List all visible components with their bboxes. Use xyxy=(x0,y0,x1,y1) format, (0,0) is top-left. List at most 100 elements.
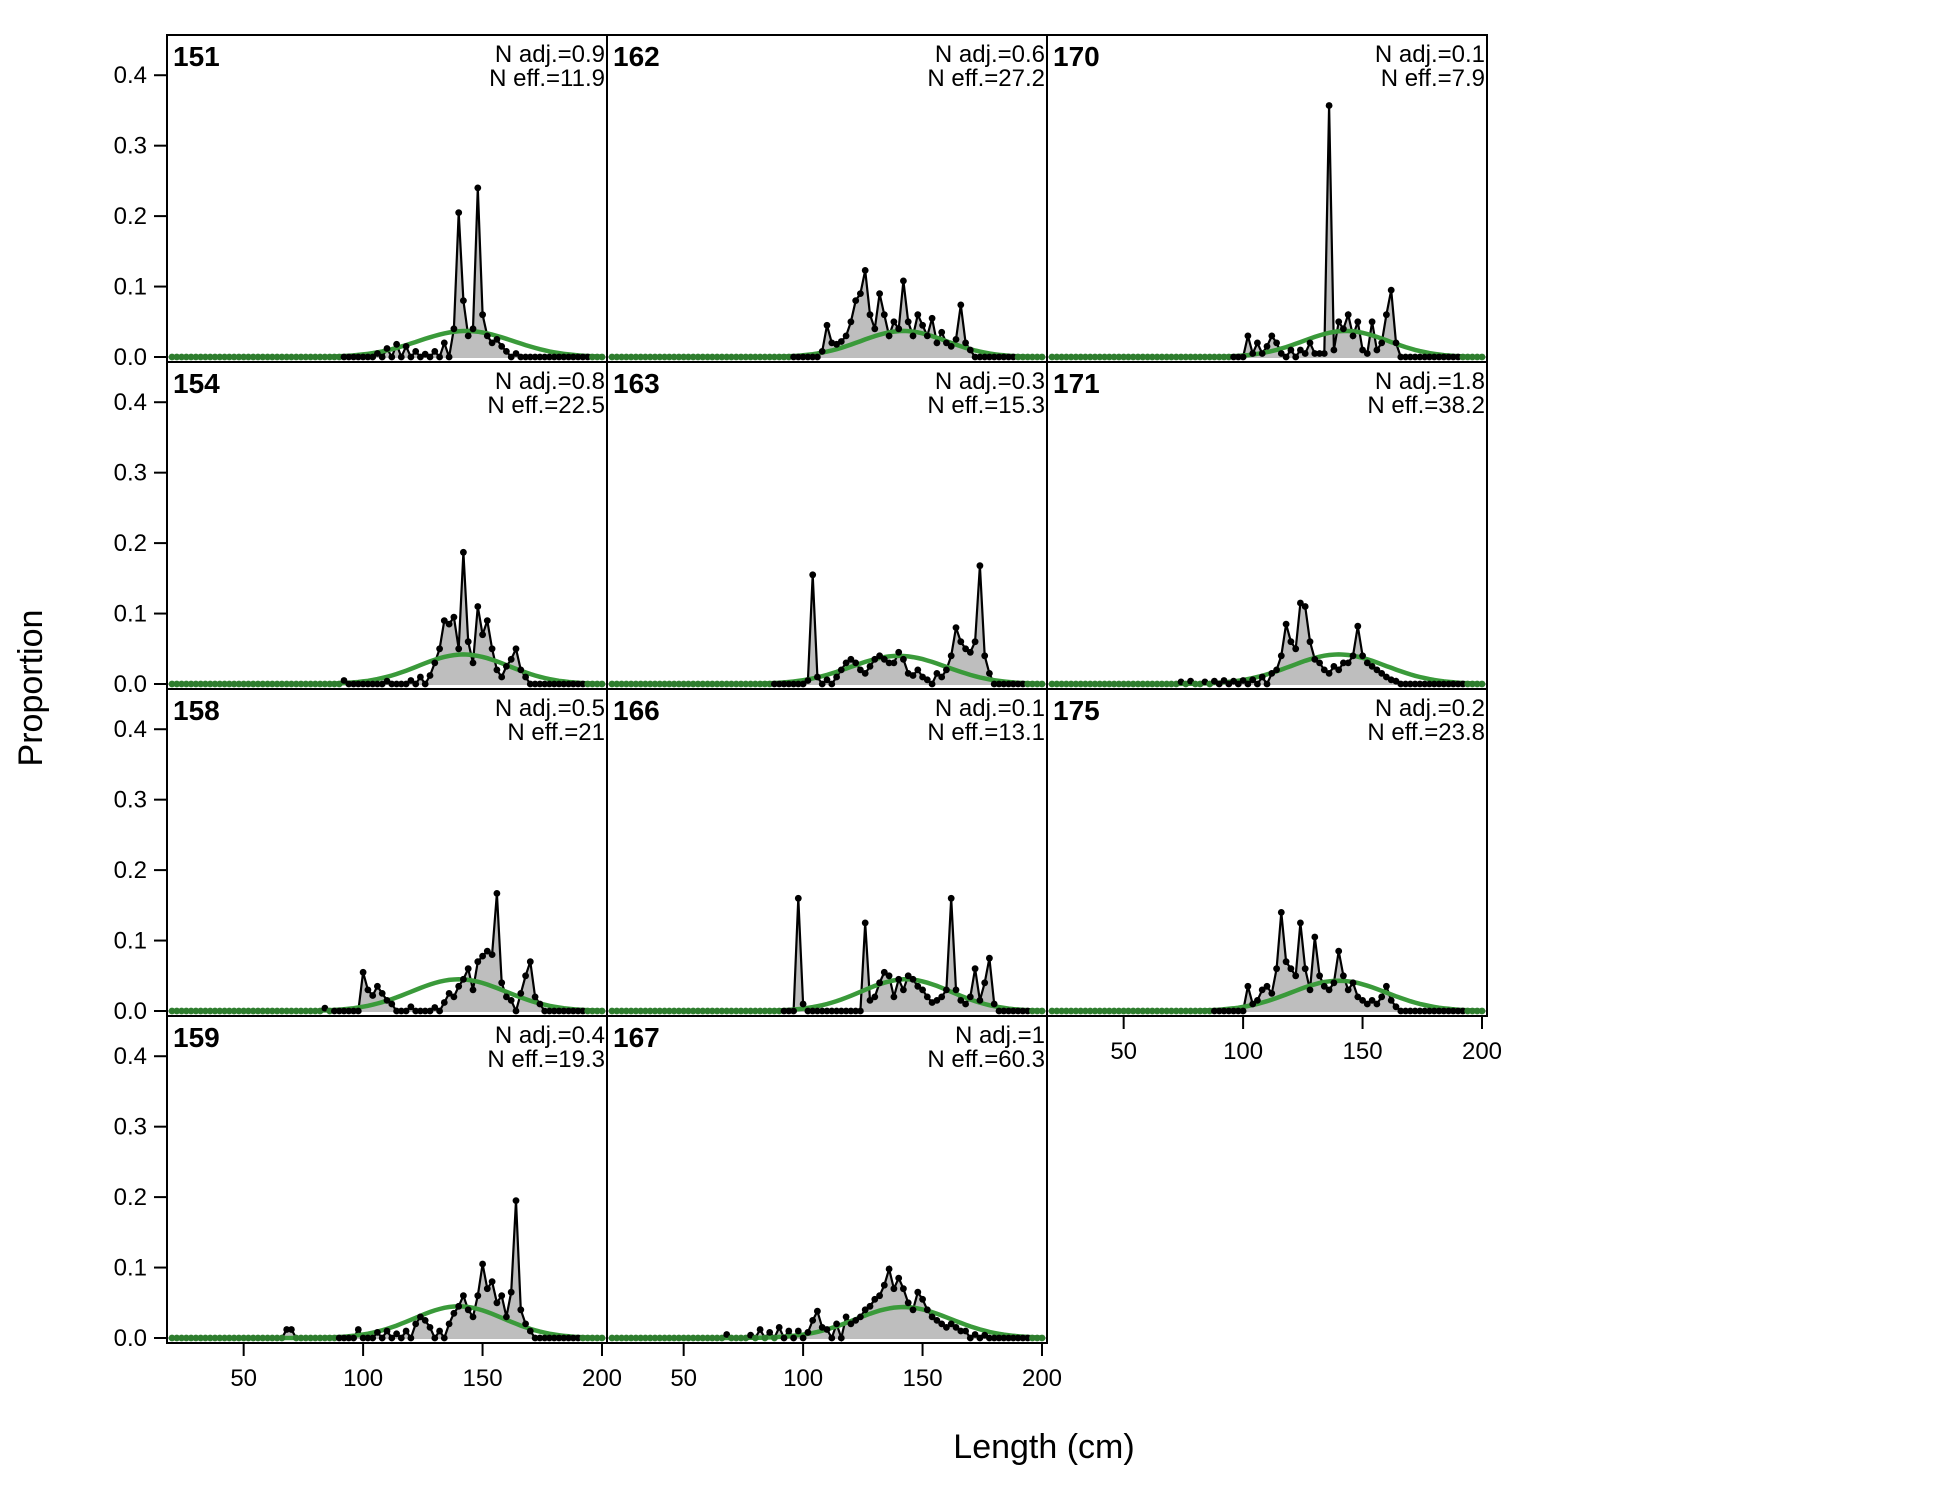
observed-point xyxy=(192,680,200,688)
observed-point xyxy=(1038,680,1046,688)
observed-point xyxy=(914,982,922,990)
y-tick-label: 0.0 xyxy=(114,998,147,1025)
observed-point xyxy=(273,1007,281,1015)
observed-point xyxy=(474,603,482,610)
observed-point xyxy=(1335,318,1343,326)
observed-point xyxy=(1172,1007,1180,1015)
observed-point xyxy=(1005,353,1012,361)
observed-point xyxy=(904,318,912,326)
observed-point xyxy=(388,353,396,361)
observed-point xyxy=(1191,1007,1199,1015)
observed-point xyxy=(436,1007,443,1015)
observed-point xyxy=(981,979,989,987)
observed-point xyxy=(1148,680,1156,688)
panel-border xyxy=(606,1015,1048,1344)
observed-point xyxy=(833,1007,840,1015)
observed-point xyxy=(1096,353,1104,361)
observed-point xyxy=(890,1285,898,1293)
n-adj-label: N adj.=0.1 xyxy=(935,695,1045,722)
observed-point xyxy=(589,1007,596,1015)
y-tick-label: 0.0 xyxy=(114,1325,147,1352)
observed-point xyxy=(1263,680,1271,688)
observed-point xyxy=(723,353,731,361)
observed-point xyxy=(417,1313,424,1321)
observed-point xyxy=(1354,993,1362,1001)
observed-point xyxy=(718,1007,726,1015)
observed-point xyxy=(1368,663,1376,670)
observed-point xyxy=(1086,1007,1094,1015)
n-eff-label: N eff.=60.3 xyxy=(927,1046,1045,1073)
observed-point xyxy=(704,1334,711,1342)
observed-point xyxy=(469,325,477,333)
observed-point xyxy=(359,353,367,361)
observed-point xyxy=(474,958,482,966)
observed-point xyxy=(837,1007,845,1015)
observed-point xyxy=(440,617,448,624)
n-adj-label: N adj.=0.2 xyxy=(1375,695,1485,722)
observed-point xyxy=(197,1007,205,1015)
observed-point xyxy=(737,1334,745,1342)
observed-point xyxy=(1196,353,1204,361)
observed-point xyxy=(245,1334,252,1342)
observed-point xyxy=(225,353,233,361)
observed-point xyxy=(483,332,491,340)
observed-point xyxy=(221,353,229,361)
observed-point xyxy=(474,184,482,192)
observed-point xyxy=(866,663,874,670)
observed-point xyxy=(1029,1334,1036,1342)
observed-point xyxy=(904,1299,912,1307)
observed-point xyxy=(221,680,229,688)
observed-point xyxy=(771,1007,778,1015)
observed-point xyxy=(1220,1007,1228,1015)
observed-point xyxy=(522,353,529,361)
observed-point xyxy=(947,1320,955,1328)
observed-point xyxy=(522,972,529,980)
observed-point xyxy=(799,353,807,361)
observed-point xyxy=(574,353,582,361)
observed-point xyxy=(656,1334,664,1342)
observed-point xyxy=(182,1334,190,1342)
observed-point xyxy=(1363,659,1371,667)
y-axis-row-1: 0.0 0.1 0.2 0.3 0.4 xyxy=(114,389,167,698)
observed-point xyxy=(345,1334,353,1342)
observed-line xyxy=(172,552,602,687)
observed-point xyxy=(541,1334,549,1342)
observed-point xyxy=(240,1007,248,1015)
observed-point xyxy=(804,1329,812,1336)
observed-point xyxy=(857,1007,864,1015)
observed-point xyxy=(531,993,539,1001)
observed-point xyxy=(799,680,807,688)
y-tick-label: 0.1 xyxy=(114,274,147,301)
observed-point xyxy=(264,680,271,688)
observed-point xyxy=(1220,353,1228,361)
panel-159: 159 N adj.=0.4N eff.=19.3 xyxy=(166,1015,608,1344)
observed-point xyxy=(957,997,965,1004)
observed-point xyxy=(316,1334,324,1342)
observed-point xyxy=(1244,332,1252,340)
observed-point xyxy=(283,1326,291,1333)
n-eff-label: N eff.=13.1 xyxy=(927,719,1045,746)
observed-point xyxy=(742,353,750,361)
observed-point xyxy=(302,353,310,361)
observed-point xyxy=(923,332,931,340)
observed-point xyxy=(517,990,525,997)
observed-point xyxy=(1120,1007,1128,1015)
observed-point xyxy=(1191,680,1199,688)
observed-point xyxy=(369,353,377,361)
observed-point xyxy=(751,680,759,688)
observed-point xyxy=(1287,346,1295,354)
observed-point xyxy=(1024,353,1032,361)
observed-point xyxy=(756,353,764,361)
observed-point xyxy=(995,1334,1003,1342)
observed-point xyxy=(1411,680,1419,688)
observed-point xyxy=(947,343,955,350)
observed-point xyxy=(885,1265,893,1273)
observed-point xyxy=(1096,680,1104,688)
observed-point xyxy=(593,680,601,688)
observed-point xyxy=(861,919,869,927)
observed-point xyxy=(713,1334,721,1342)
observed-point xyxy=(292,1334,300,1342)
observed-point xyxy=(221,1334,229,1342)
n-adj-label: N adj.=0.6 xyxy=(935,41,1045,68)
observed-point xyxy=(264,1007,271,1015)
